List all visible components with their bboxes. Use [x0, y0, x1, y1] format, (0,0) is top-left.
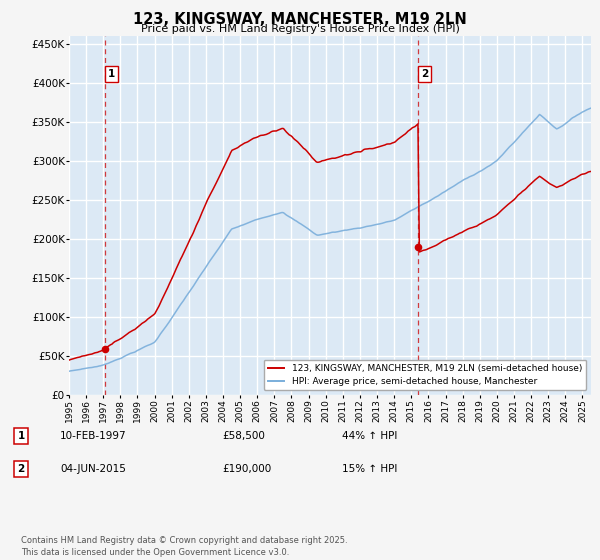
Point: [100, 345, 110, 354]
Text: £58,500: £58,500: [222, 431, 265, 441]
Text: 2: 2: [17, 464, 25, 474]
Text: 1: 1: [107, 69, 115, 79]
Text: 15% ↑ HPI: 15% ↑ HPI: [342, 464, 397, 474]
Text: £190,000: £190,000: [222, 464, 271, 474]
Text: 2: 2: [421, 69, 428, 79]
Text: 44% ↑ HPI: 44% ↑ HPI: [342, 431, 397, 441]
Text: Price paid vs. HM Land Registry's House Price Index (HPI): Price paid vs. HM Land Registry's House …: [140, 24, 460, 34]
Text: 04-JUN-2015: 04-JUN-2015: [60, 464, 126, 474]
Text: 123, KINGSWAY, MANCHESTER, M19 2LN: 123, KINGSWAY, MANCHESTER, M19 2LN: [133, 12, 467, 27]
Point: [413, 242, 423, 251]
Text: 1: 1: [17, 431, 25, 441]
Text: Contains HM Land Registry data © Crown copyright and database right 2025.
This d: Contains HM Land Registry data © Crown c…: [21, 536, 347, 557]
Legend: 123, KINGSWAY, MANCHESTER, M19 2LN (semi-detached house), HPI: Average price, se: 123, KINGSWAY, MANCHESTER, M19 2LN (semi…: [263, 360, 586, 390]
Text: 10-FEB-1997: 10-FEB-1997: [60, 431, 127, 441]
